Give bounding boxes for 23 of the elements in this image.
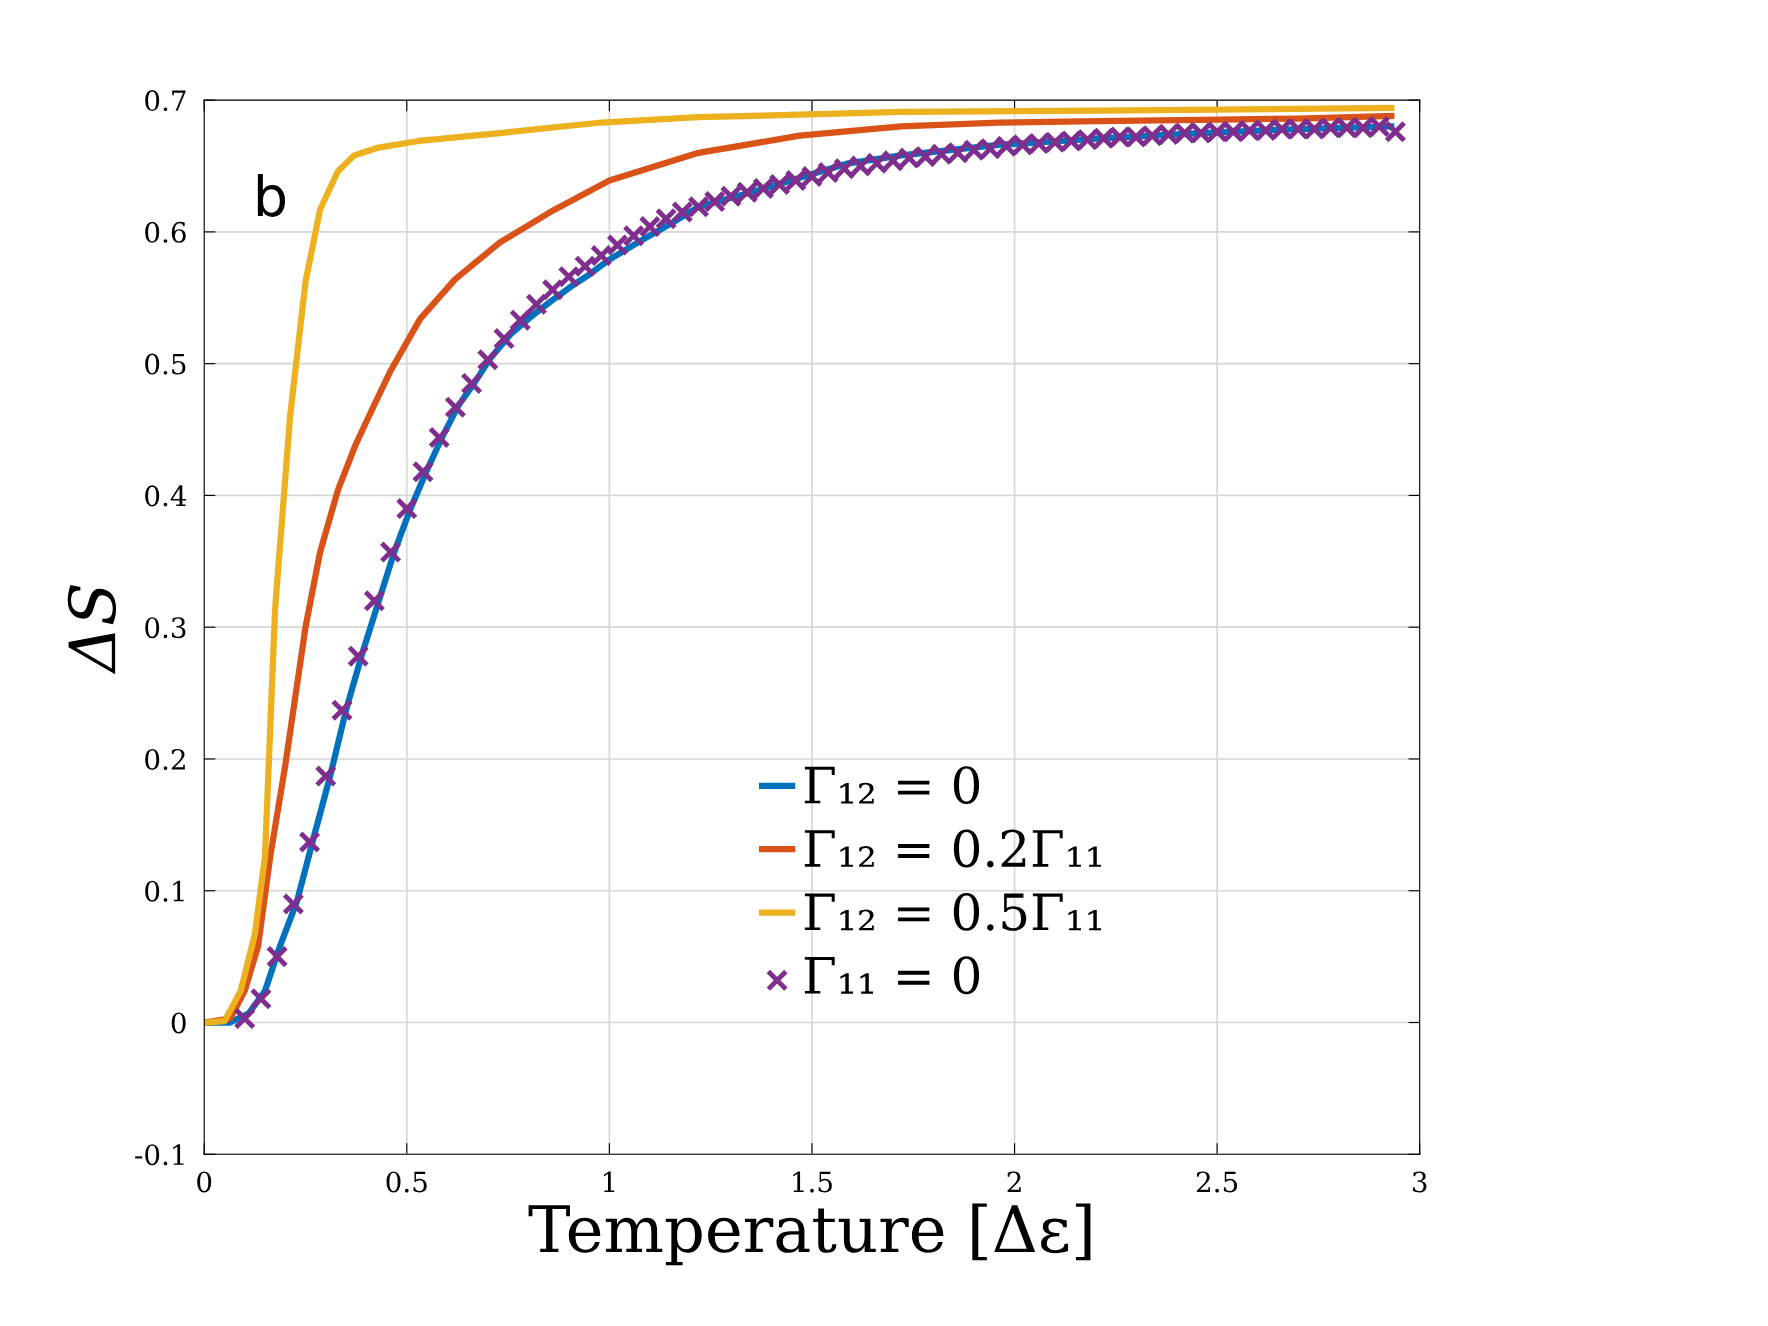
y-tick-label: -0.1 xyxy=(135,1144,184,1166)
annotation: b xyxy=(257,173,286,217)
y-tick-label: 0.1 xyxy=(145,880,184,902)
y-axis-title: ΔS xyxy=(67,585,117,675)
legend-label: Γ₁₂ = 0 xyxy=(804,766,980,805)
legend-label: Γ₁₂ = 0.5Γ₁₁ xyxy=(804,892,1101,931)
x-tick-label: 3 xyxy=(1412,1171,1427,1193)
y-tick-label: 0.2 xyxy=(145,748,185,770)
legend-label: Γ₁₁ = 0 xyxy=(804,956,980,995)
x-tick-label: 1.5 xyxy=(793,1171,832,1193)
y-tick-label: 0.7 xyxy=(145,90,186,112)
y-tick-label: 0.3 xyxy=(145,617,186,639)
x-tick-label: 2 xyxy=(1007,1171,1021,1193)
x-tick-label: 1 xyxy=(603,1171,615,1193)
x-tick-label: 0.5 xyxy=(386,1171,427,1193)
y-tick-label: 0.6 xyxy=(145,221,186,243)
x-tick-label: 2.5 xyxy=(1196,1171,1238,1193)
x-tick-label: 0 xyxy=(197,1171,212,1193)
legend-label: Γ₁₂ = 0.2Γ₁₁ xyxy=(804,829,1101,868)
y-tick-label: 0 xyxy=(171,1012,186,1034)
y-tick-label: 0.5 xyxy=(145,353,186,375)
y-tick-label: 0.4 xyxy=(145,485,187,507)
x-axis-title: Temperature [Δε] xyxy=(528,1203,1091,1266)
